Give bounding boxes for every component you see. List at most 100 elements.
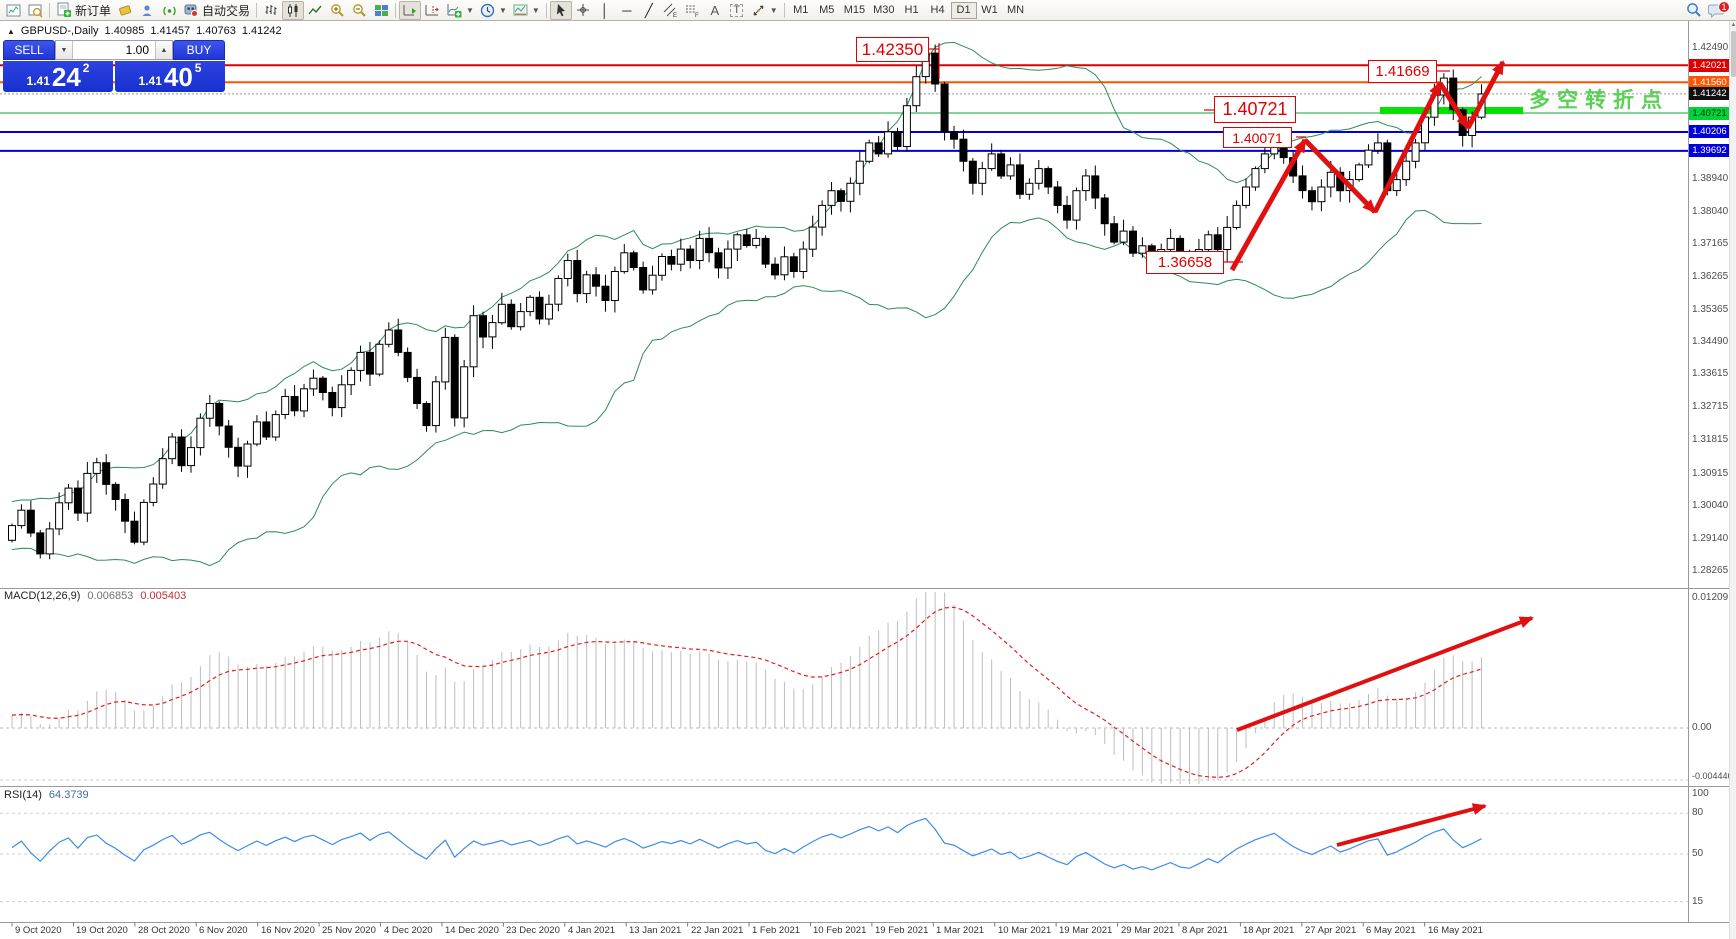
timeframe-d1-button[interactable]: D1 (950, 1, 977, 19)
sell-button[interactable]: SELL (3, 40, 55, 60)
trendline-icon: ╱ (644, 2, 653, 18)
sell-price-small: 1.41 (26, 74, 50, 88)
trendline-button[interactable]: ╱ (638, 1, 660, 20)
new-order-button[interactable]: 新订单 (53, 1, 114, 20)
arrows-tool-button[interactable]: ▼ (748, 1, 781, 20)
crosshair-button[interactable] (572, 1, 594, 20)
horizontal-line-icon: ─ (622, 2, 632, 18)
date-axis-label: 10 Mar 2021 (998, 925, 1052, 936)
ohlc-high: 1.41457 (150, 25, 191, 37)
chevron-down-icon: ▼ (466, 5, 474, 15)
one-click-trading-panel: SELL ▼ 1.00 ▲ BUY 1.41 24 2 1.41 40 5 (3, 40, 225, 92)
price-line-label: 1.41560 (1689, 76, 1730, 89)
line-chart-button[interactable] (304, 1, 326, 20)
rsi-label: RSI(14) 64.3739 (4, 789, 89, 801)
arrows-tool-icon (753, 5, 764, 15)
periods-clock-icon (480, 3, 495, 17)
timeframe-mn-button[interactable]: MN (1003, 2, 1029, 19)
timeframe-m5-button[interactable]: M5 (814, 2, 840, 19)
fibonacci-icon: F (686, 5, 699, 18)
candlestick-chart-button[interactable] (282, 0, 305, 20)
templates-button[interactable]: ▼ (510, 1, 543, 20)
date-axis-label: 13 Jan 2021 (629, 925, 682, 936)
timeframe-w1-button[interactable]: W1 (977, 2, 1003, 19)
notifications-button[interactable]: 1 (1705, 0, 1730, 20)
date-axis-label: 16 Nov 2020 (261, 925, 315, 936)
autotrading-button[interactable]: 自动交易 (180, 1, 253, 20)
profiles-button[interactable] (24, 1, 46, 20)
buy-price-big: 40 (163, 62, 193, 93)
zoom-out-button[interactable] (348, 1, 370, 20)
volume-value[interactable]: 1.00 (125, 43, 149, 57)
timeframe-m30-button[interactable]: M30 (869, 2, 898, 19)
price-axis-tick: 1.36265 (1692, 271, 1729, 282)
indicators-button[interactable]: ▼ (443, 1, 477, 20)
date-axis-label: 6 May 2021 (1366, 925, 1416, 936)
text-icon: A (710, 2, 720, 18)
profiles-icon (28, 4, 43, 18)
callout-peak-price[interactable]: 1.42350 (856, 37, 929, 62)
publisher-button[interactable] (136, 1, 158, 20)
chart-title: ▲ GBPUSD-,Daily 1.40985 1.41457 1.40763 … (7, 25, 282, 37)
callout-support-level[interactable]: 1.40071 (1223, 127, 1292, 148)
timeframe-h4-button[interactable]: H4 (925, 2, 951, 19)
text-button[interactable]: A (704, 1, 726, 20)
date-axis-label: 23 Dec 2020 (506, 925, 560, 936)
horizontal-line-button[interactable]: ─ (616, 1, 638, 20)
new-chart-button[interactable] (2, 1, 24, 20)
vertical-scrollbar[interactable]: ▲ (1729, 21, 1736, 939)
zoom-in-icon (330, 3, 344, 17)
date-axis-label: 1 Mar 2021 (936, 925, 985, 936)
equidistant-channel-button[interactable]: E (660, 1, 682, 20)
volume-increase-button[interactable]: ▲ (155, 41, 172, 59)
timeframe-m1-button[interactable]: M1 (788, 2, 814, 19)
timeframe-m15-button[interactable]: M15 (840, 2, 869, 19)
bar-chart-button[interactable] (260, 1, 282, 20)
timeframe-group: M1 M5 M15 M30 H1 H4 D1 W1 MN (788, 1, 1029, 19)
periods-button[interactable]: ▼ (477, 1, 510, 20)
collapse-panel-arrow[interactable]: ▲ (7, 26, 15, 36)
price-axis-tick: 1.29140 (1692, 533, 1729, 544)
date-axis-label: 27 Apr 2021 (1305, 925, 1357, 936)
buy-price[interactable]: 1.41 40 5 (115, 61, 225, 92)
metaeditor-button[interactable] (114, 1, 136, 20)
macd-axis-min: -0.004446 (1692, 771, 1733, 781)
chart-shift-icon (425, 4, 439, 15)
text-label-button[interactable]: T (726, 1, 748, 20)
signals-button[interactable] (158, 1, 180, 20)
volume-decrease-button[interactable]: ▼ (56, 41, 73, 59)
macd-main-value: 0.006853 (87, 590, 134, 602)
callout-pivot-level[interactable]: 1.40721 (1214, 96, 1296, 123)
auto-scroll-button[interactable] (399, 0, 422, 20)
chart-shift-button[interactable] (421, 1, 443, 20)
scrollbar-thumb[interactable] (1731, 31, 1736, 77)
price-line-label: 1.41242 (1689, 87, 1730, 100)
zoom-in-button[interactable] (326, 1, 348, 20)
scroll-up-arrow[interactable]: ▲ (1730, 22, 1736, 28)
date-axis-label: 1 Feb 2021 (752, 925, 801, 936)
fibonacci-button[interactable]: F (682, 1, 704, 20)
callout-swing-high[interactable]: 1.41669 (1368, 60, 1437, 83)
autotrading-icon (184, 4, 199, 17)
search-button[interactable] (1683, 1, 1705, 20)
chart-symbol-period: GBPUSD-,Daily (20, 25, 99, 37)
sell-price[interactable]: 1.41 24 2 (3, 61, 113, 92)
date-axis-label: 9 Oct 2020 (15, 925, 62, 936)
tile-windows-icon (374, 4, 388, 16)
vertical-line-button[interactable]: │ (594, 1, 616, 20)
sell-price-big: 24 (51, 62, 81, 93)
price-axis-tick: 1.42490 (1692, 42, 1729, 53)
macd-axis-zero: 0.00 (1692, 722, 1712, 733)
tile-windows-button[interactable] (370, 1, 392, 20)
callout-low-price[interactable]: 1.36658 (1146, 251, 1224, 274)
chevron-down-icon: ▼ (531, 5, 540, 15)
auto-scroll-icon (403, 4, 416, 15)
indicators-icon (447, 4, 462, 18)
date-axis-label: 29 Mar 2021 (1121, 925, 1175, 936)
timeframe-h1-button[interactable]: H1 (899, 2, 925, 19)
buy-button[interactable]: BUY (173, 40, 225, 60)
turning-point-note[interactable]: 多空转折点 (1529, 89, 1669, 112)
cursor-button[interactable] (549, 0, 572, 20)
toolbar-separator (395, 2, 397, 18)
